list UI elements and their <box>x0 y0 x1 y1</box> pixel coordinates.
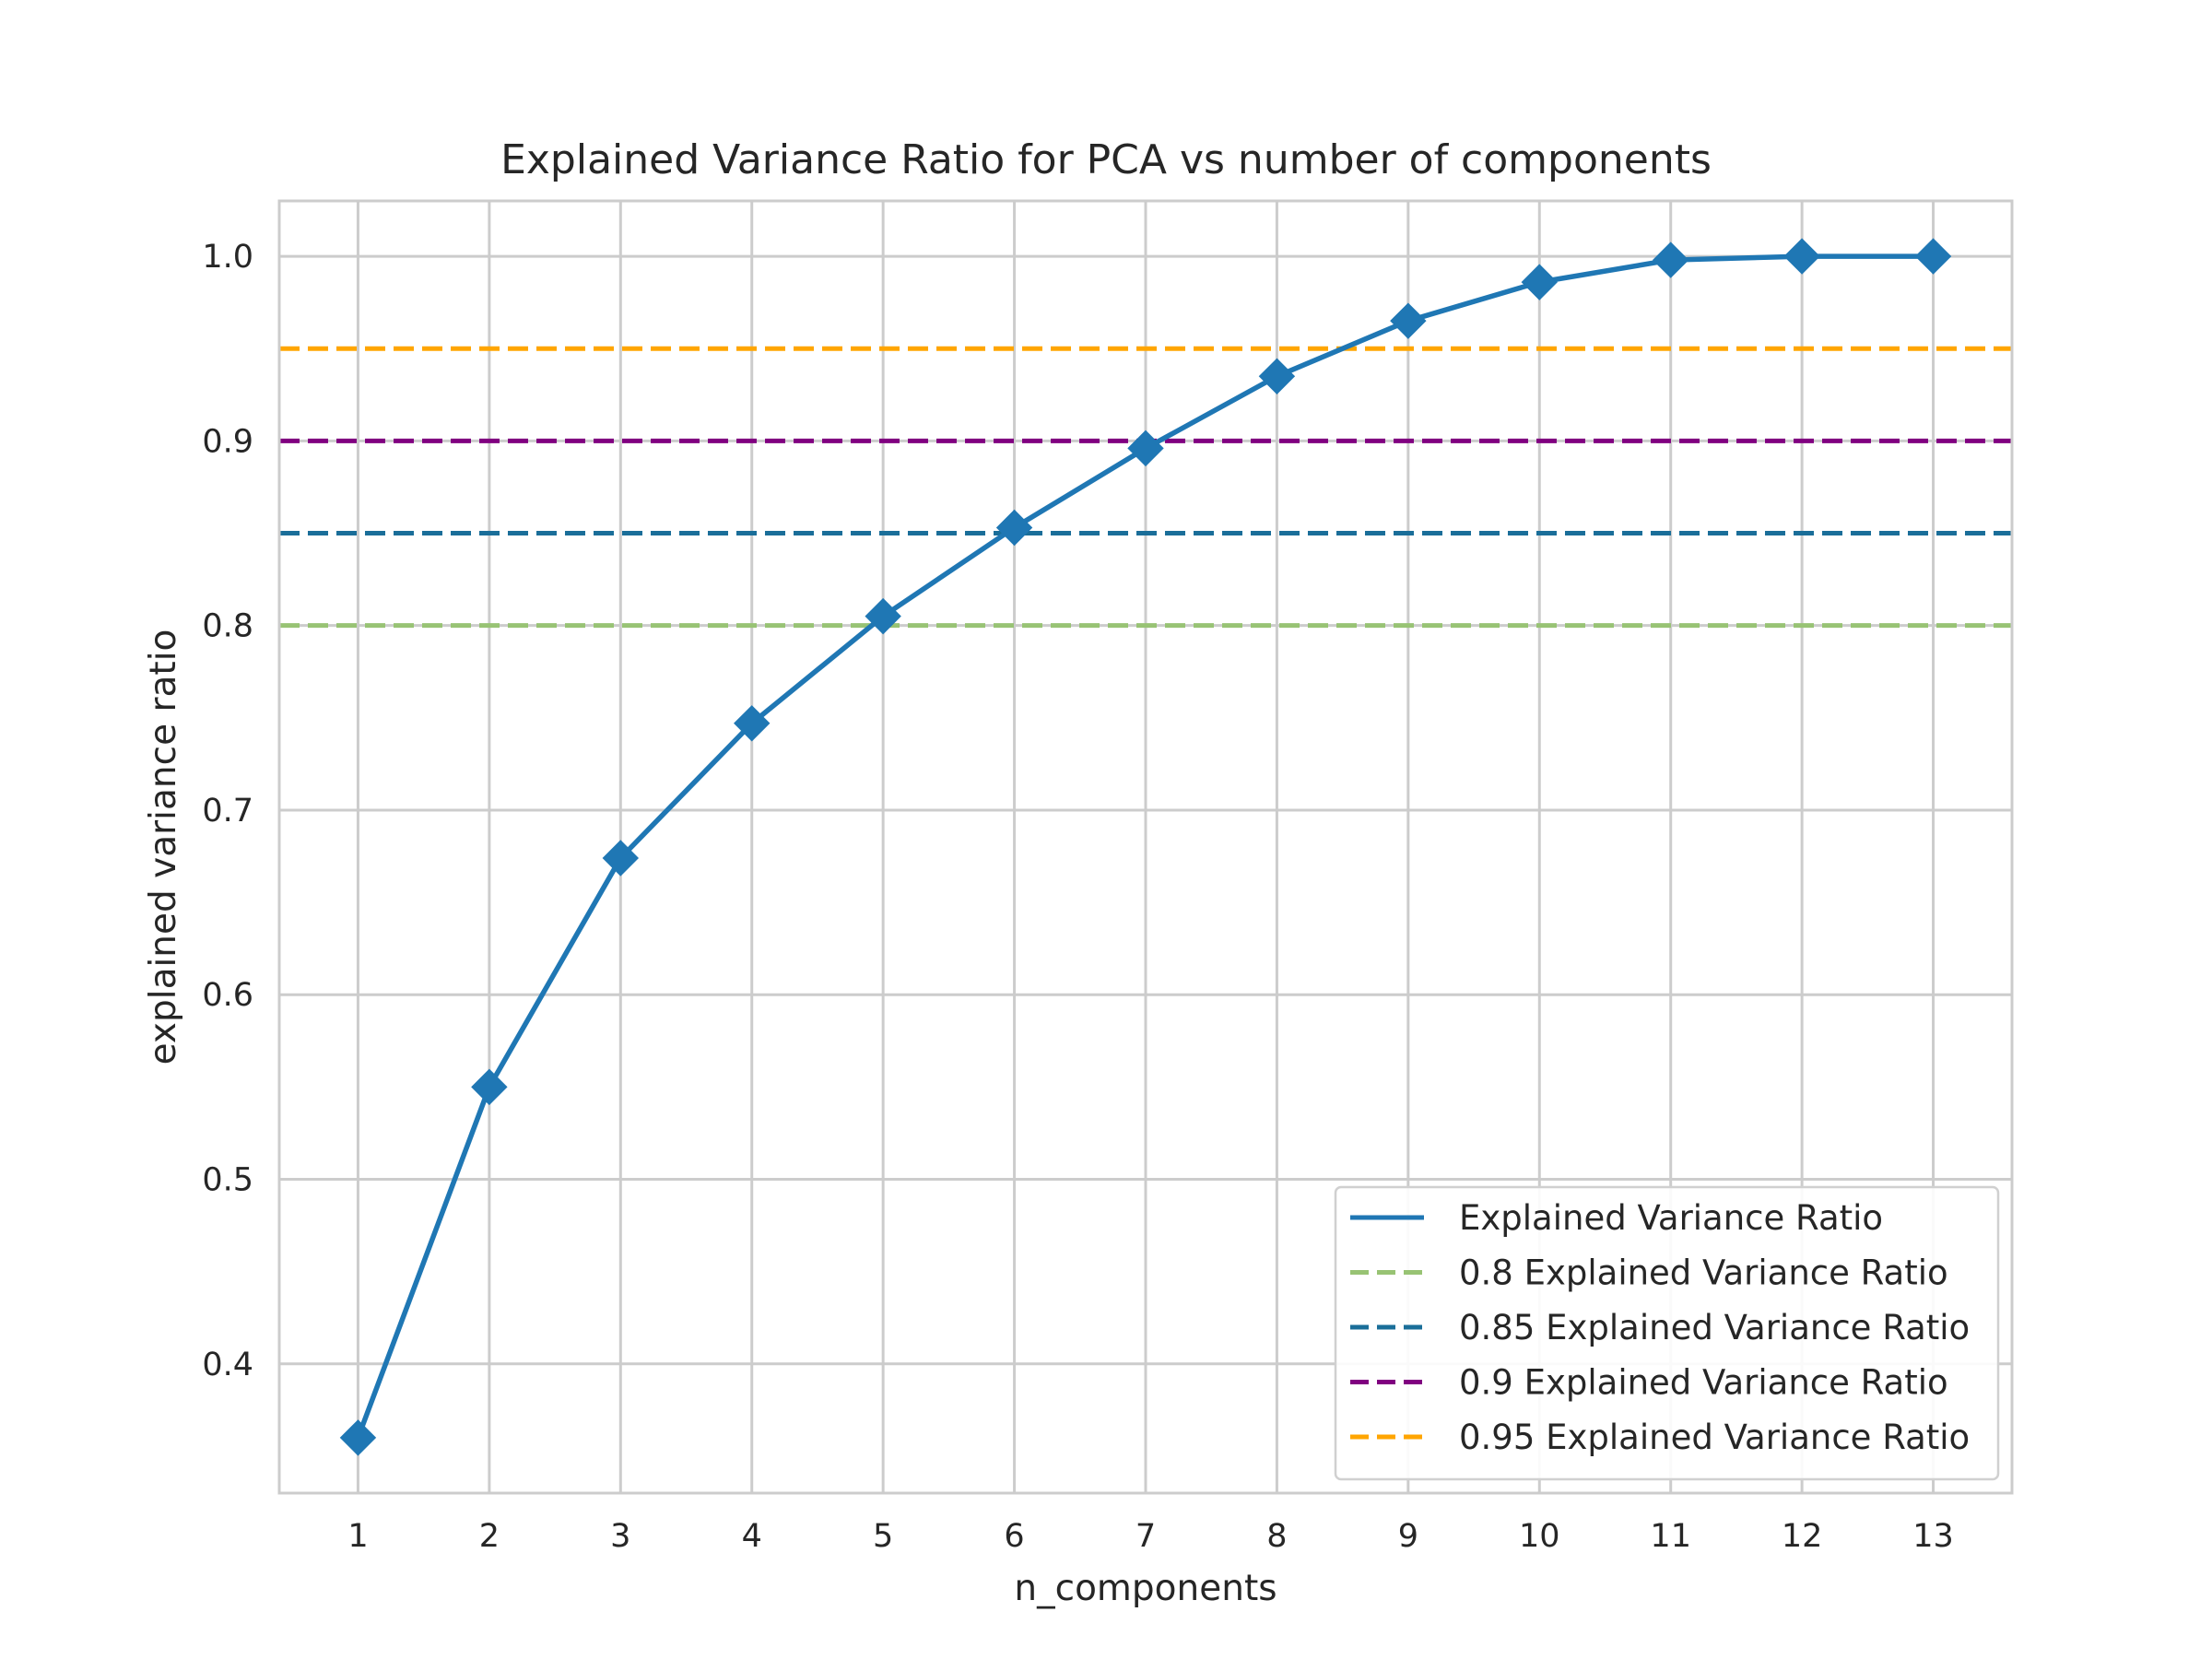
data-point-marker <box>1258 358 1296 394</box>
legend-label: 0.95 Explained Variance Ratio <box>1459 1418 1970 1457</box>
reference-lines <box>279 346 2012 629</box>
data-point-marker <box>995 509 1033 547</box>
x-tick-label: 13 <box>1912 1518 1954 1555</box>
x-tick-label: 2 <box>479 1518 500 1555</box>
x-tick-label: 6 <box>1004 1518 1024 1555</box>
data-point-marker <box>1390 302 1427 339</box>
x-tick-label: 8 <box>1266 1518 1287 1555</box>
y-axis-label: explained variance ratio <box>143 629 184 1065</box>
legend-label: 0.8 Explained Variance Ratio <box>1459 1253 1948 1293</box>
chart-title: Explained Variance Ratio for PCA vs numb… <box>500 136 1712 183</box>
legend-label: 0.9 Explained Variance Ratio <box>1459 1363 1948 1403</box>
y-tick-label: 0.9 <box>202 423 253 460</box>
legend-label: 0.85 Explained Variance Ratio <box>1459 1308 1970 1347</box>
y-tick-label: 0.6 <box>202 977 253 1014</box>
data-point-marker <box>1127 429 1164 467</box>
x-tick-label: 4 <box>742 1518 762 1555</box>
x-tick-label: 3 <box>610 1518 630 1555</box>
data-point-marker <box>865 597 901 635</box>
x-tick-label: 1 <box>347 1518 368 1555</box>
x-tick-label: 9 <box>1398 1518 1418 1555</box>
data-point-marker <box>471 1068 508 1106</box>
legend-box <box>1334 1185 2000 1481</box>
y-tick-label: 1.0 <box>202 239 253 276</box>
x-tick-label: 10 <box>1519 1518 1560 1555</box>
data-point-marker <box>1783 238 1820 275</box>
y-tick-label: 0.7 <box>202 793 253 830</box>
x-tick-label: 11 <box>1650 1518 1691 1555</box>
plot-frame <box>277 199 2014 1495</box>
y-tick-label: 0.4 <box>202 1347 253 1383</box>
data-point-marker <box>734 705 771 742</box>
x-tick-label: 5 <box>873 1518 893 1555</box>
x-tick-labels: 1 2 3 4 5 6 7 8 9 10 11 12 13 <box>347 1518 1954 1555</box>
legend: Explained Variance Ratio 0.8 Explained Va… <box>1334 1185 2000 1481</box>
y-tick-labels: 0.4 0.5 0.6 0.7 0.8 0.9 1.0 <box>202 239 253 1383</box>
x-tick-label: 12 <box>1782 1518 1823 1555</box>
data-point-marker <box>339 1419 377 1456</box>
data-point-marker <box>1521 264 1558 300</box>
x-axis-label: n_components <box>1014 1568 1277 1609</box>
y-tick-label: 0.5 <box>202 1162 253 1199</box>
series-layer <box>339 238 1952 1456</box>
data-point-marker <box>1652 241 1689 278</box>
y-tick-label: 0.8 <box>202 608 253 645</box>
data-point-marker <box>602 840 640 877</box>
legend-label: Explained Variance Ratio <box>1459 1198 1883 1238</box>
data-point-marker <box>1914 238 1952 275</box>
x-tick-label: 7 <box>1135 1518 1156 1555</box>
